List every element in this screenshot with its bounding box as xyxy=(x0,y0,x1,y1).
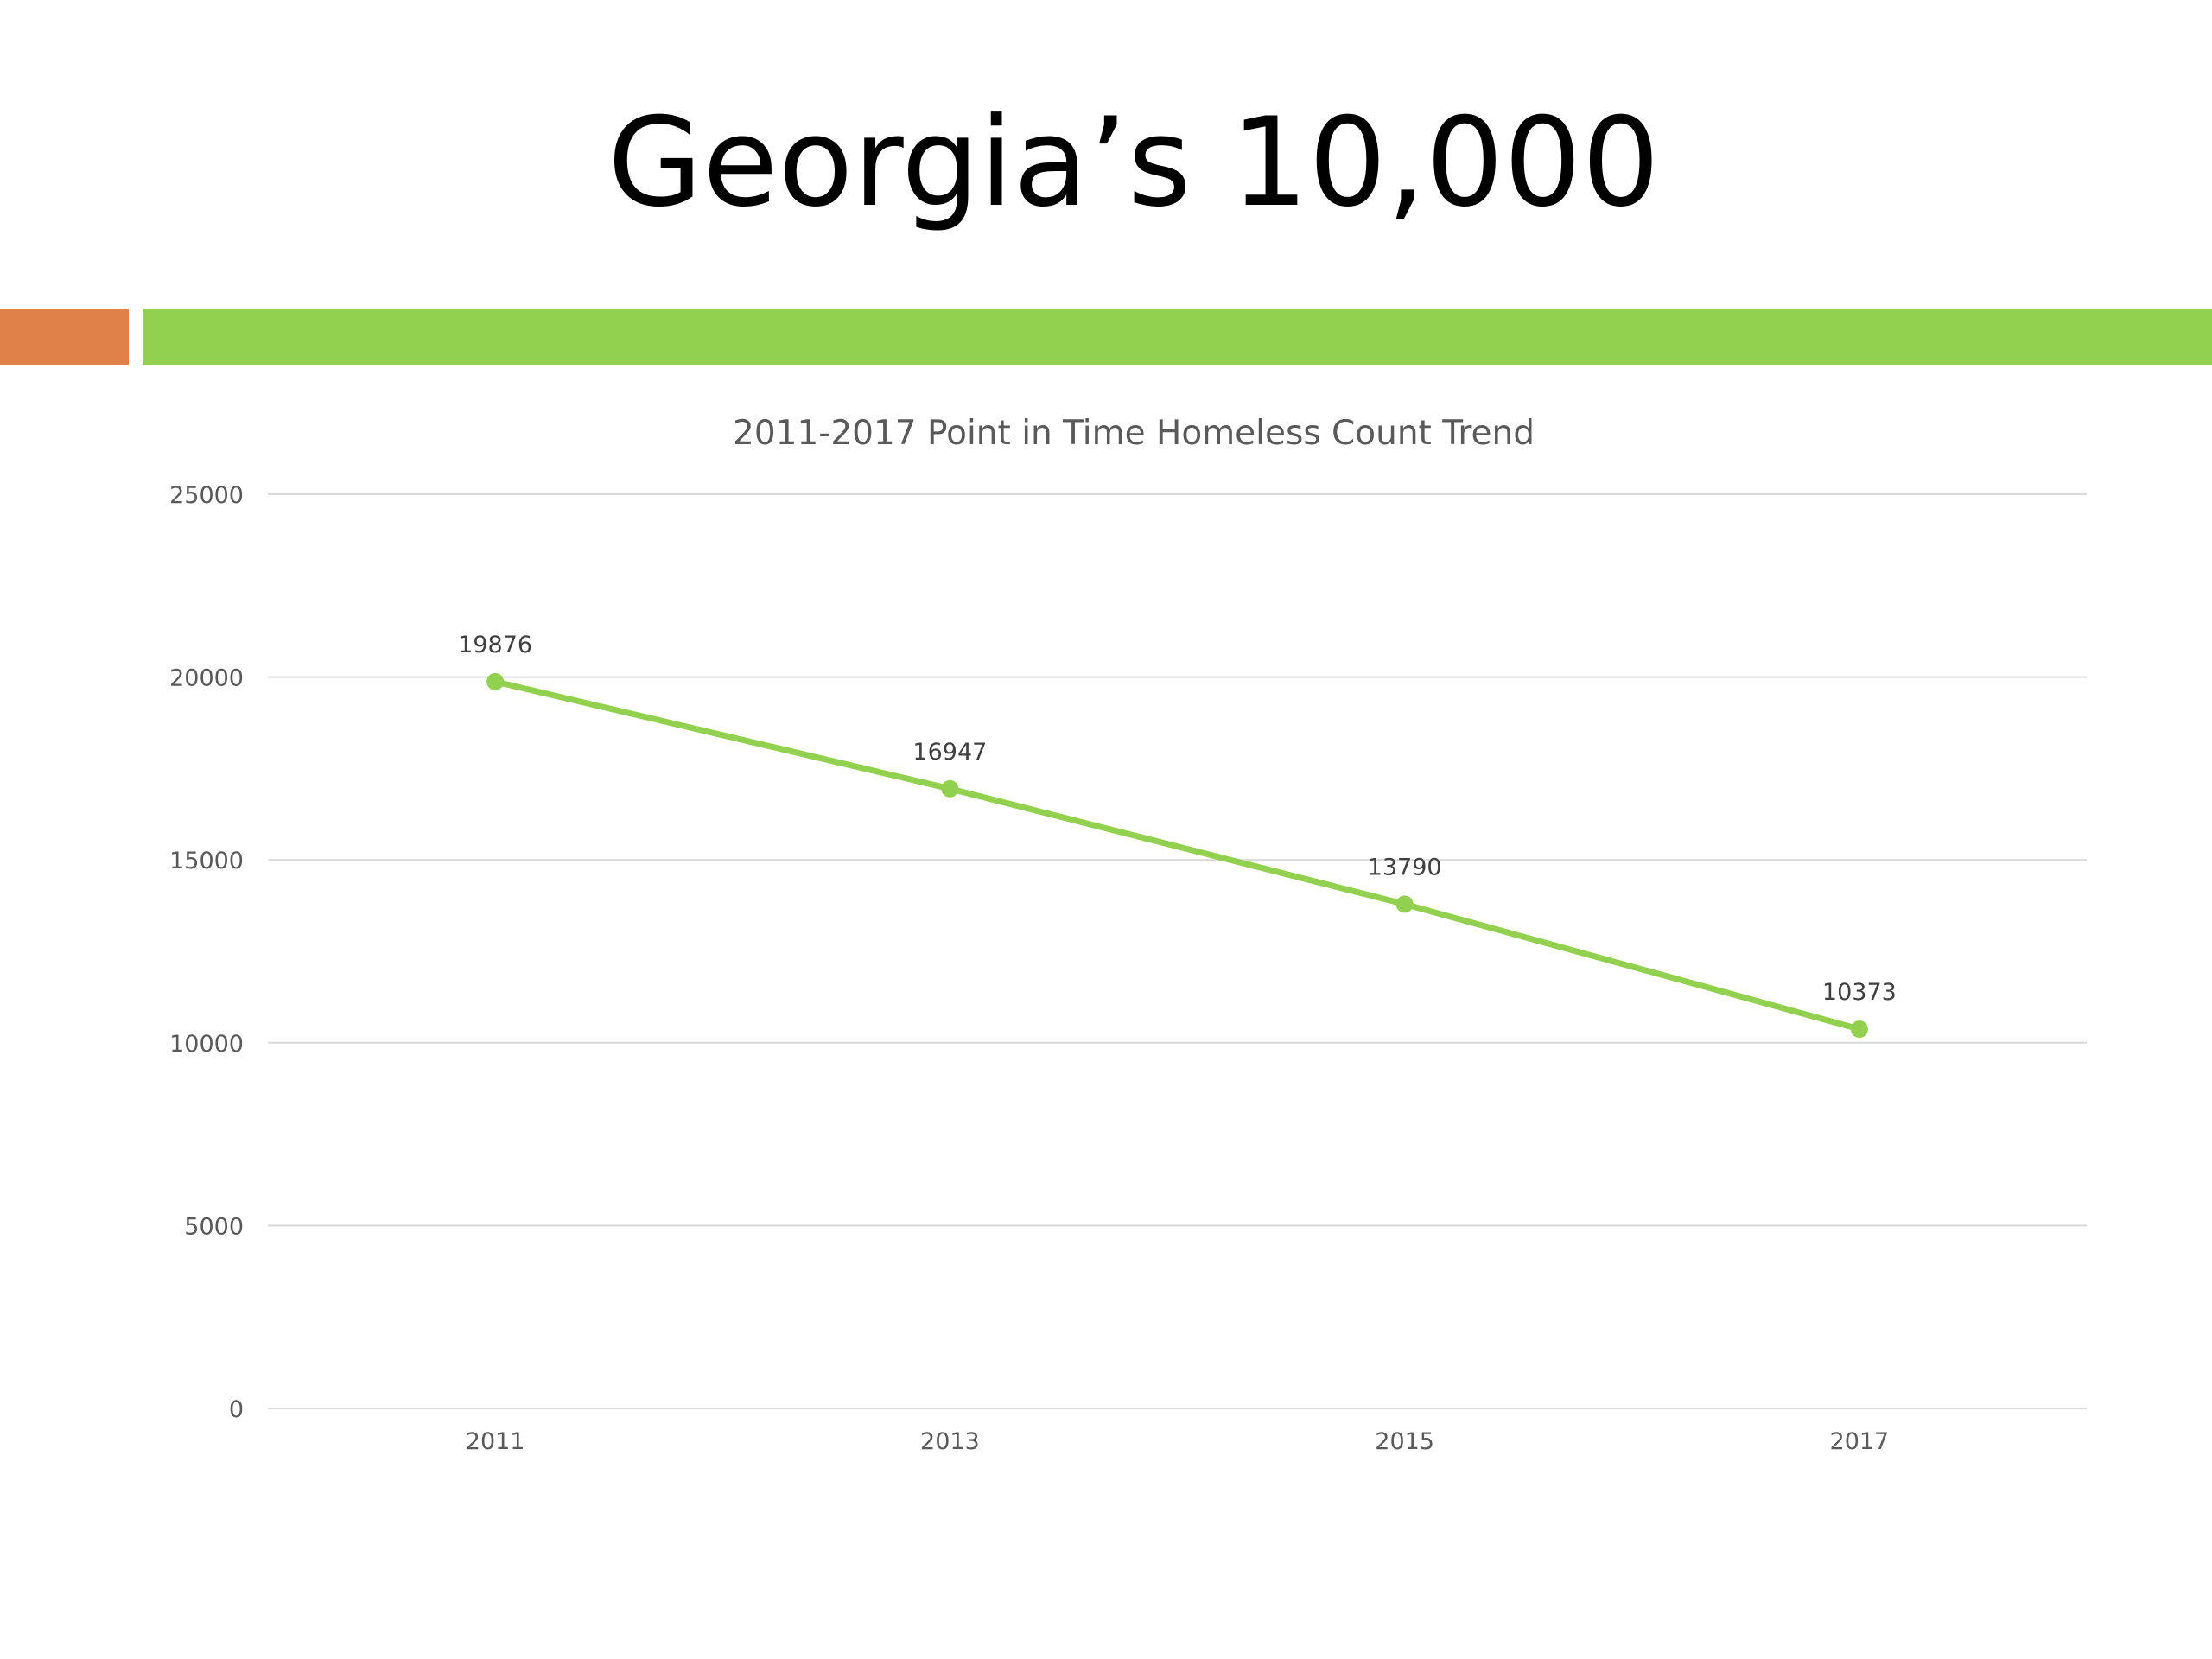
accent-bar-orange xyxy=(0,309,129,365)
data-point xyxy=(1395,895,1414,913)
x-tick-label: 2017 xyxy=(1830,1428,1890,1455)
x-tick-label: 2011 xyxy=(466,1428,525,1455)
y-axis-ticks: 0 5000 10000 15000 20000 25000 xyxy=(169,482,244,1423)
series-line-group xyxy=(492,678,1863,1033)
y-tick-label: 0 xyxy=(229,1396,244,1423)
data-point xyxy=(486,672,505,690)
y-tick-label: 5000 xyxy=(184,1213,244,1240)
data-label: 10373 xyxy=(1822,979,1897,1006)
data-label: 16947 xyxy=(912,739,987,766)
gridlines xyxy=(268,493,2087,1409)
slide-title: Georgia’s 10,000 xyxy=(607,92,1660,234)
x-tick-label: 2013 xyxy=(920,1428,980,1455)
data-label: 19876 xyxy=(458,632,532,658)
data-point xyxy=(941,779,959,798)
series-line xyxy=(492,678,1863,1033)
x-axis-ticks: 2011 2013 2015 2017 xyxy=(466,1428,1889,1455)
accent-bar-green xyxy=(143,309,2212,365)
chart-title: 2011-2017 Point in Time Homeless Count T… xyxy=(733,414,1535,453)
y-tick-label: 20000 xyxy=(169,665,244,692)
data-points xyxy=(486,672,1868,1039)
y-tick-label: 15000 xyxy=(169,848,244,874)
y-tick-label: 10000 xyxy=(169,1031,244,1058)
data-label: 13790 xyxy=(1368,854,1442,880)
x-tick-label: 2015 xyxy=(1375,1428,1434,1455)
data-point xyxy=(1850,1020,1868,1039)
y-tick-label: 25000 xyxy=(169,482,244,509)
data-labels: 19876 16947 13790 10373 xyxy=(458,632,1897,1006)
